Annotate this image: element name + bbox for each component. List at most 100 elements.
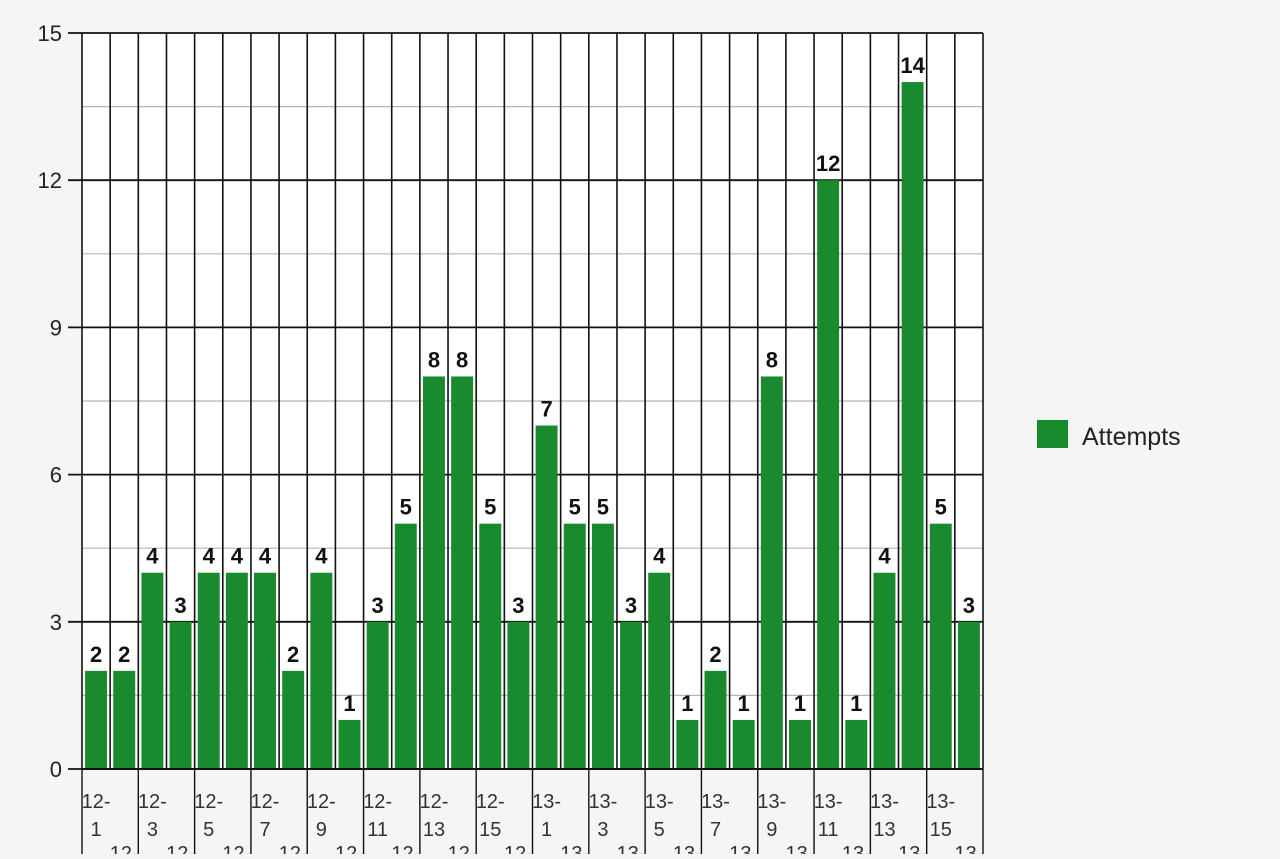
x-tick-label: 12-10 [335,843,364,854]
bar-value-label: 2 [90,642,102,667]
bar [169,621,192,769]
bar [732,719,755,769]
bar [760,376,783,769]
bar [254,572,276,769]
bar [366,621,389,769]
bar-value-label: 3 [372,593,384,618]
y-tick-label: 6 [50,463,62,488]
bar [845,719,868,769]
bar-value-label: 12 [816,151,840,176]
bar-value-label: 4 [146,544,159,569]
bar-value-label: 1 [738,691,750,716]
x-tick-label: 13-6 [673,843,702,854]
x-tick-label: 12-16 [504,843,533,854]
x-tick-label: 12-6 [222,843,251,854]
bar-value-label: 4 [315,544,328,569]
bar [225,572,248,769]
bar [451,376,474,769]
bar [563,523,586,769]
bar-value-label: 8 [766,347,778,372]
bar [310,572,333,769]
bar-value-label: 1 [681,691,693,716]
bar-value-label: 5 [935,495,947,520]
x-tick-label: 12-9 [307,791,336,841]
bar [394,523,417,769]
x-tick-label: 12-12 [391,843,420,854]
x-tick-label: 13-12 [842,843,871,854]
bar [676,719,699,769]
bar [197,572,220,769]
bar [338,719,361,769]
bar-value-label: 14 [900,53,925,78]
x-tick-label: 13-11 [814,791,843,841]
bar [141,572,164,769]
bar-value-label: 3 [625,593,637,618]
x-tick-label: 13-16 [954,843,983,854]
y-tick-label: 12 [38,168,62,193]
bar [620,621,643,769]
axes: 0369121512-112-212-312-412-512-612-712-8… [38,21,984,859]
x-tick-label: 13-14 [898,843,927,854]
bar [479,523,502,769]
bar-value-label: 2 [287,642,299,667]
bar-value-label: 3 [512,593,524,618]
bar-value-label: 2 [118,642,130,667]
x-tick-label: 13-8 [729,843,758,854]
x-tick-label: 12-7 [251,791,280,841]
bar-value-label: 5 [597,495,609,520]
bar [957,621,980,769]
bar [507,621,530,769]
bar [704,670,727,769]
bar-value-label: 4 [203,544,216,569]
x-tick-label: 13-9 [757,791,786,841]
x-tick-label: 13-7 [701,791,730,841]
y-tick-label: 3 [50,610,62,635]
x-tick-label: 12-3 [138,791,167,841]
bar-value-label: 3 [174,593,186,618]
bar [535,425,558,769]
y-tick-label: 9 [50,315,62,340]
bar-value-label: 2 [709,642,721,667]
bar [873,572,896,769]
bar-value-label: 4 [653,544,666,569]
bar [422,376,445,769]
x-tick-label: 13-2 [560,843,589,854]
bar [282,670,305,769]
bar [817,180,840,769]
bar-value-label: 4 [878,544,891,569]
bar [85,670,108,769]
legend-label: Attempts [1082,423,1181,451]
bar [648,572,671,769]
bar-value-label: 5 [569,495,581,520]
legend-swatch [1037,420,1068,448]
x-tick-label: 13-5 [645,791,674,841]
bar [113,670,136,769]
bar-value-label: 4 [259,544,272,569]
bar-value-label: 1 [343,691,355,716]
x-tick-label: 13-4 [617,843,646,854]
x-tick-label: 13-3 [588,791,617,841]
x-tick-label: 12-2 [110,843,139,854]
bar [901,82,924,770]
x-tick-label: 12-11 [363,791,392,841]
x-tick-label: 13-10 [786,843,815,854]
x-tick-label: 13-13 [870,791,899,841]
bar-value-label: 8 [456,347,468,372]
bar-value-label: 3 [963,593,975,618]
x-tick-label: 12-5 [194,791,223,841]
y-tick-label: 15 [38,21,62,46]
x-tick-label: 12-13 [420,791,449,841]
bar-value-label: 5 [484,495,496,520]
x-tick-label: 12-15 [476,791,505,841]
bar-value-label: 4 [231,544,244,569]
x-tick-label: 13-15 [926,791,955,841]
x-tick-label: 12-8 [279,843,308,854]
bar [591,523,614,769]
bar-value-label: 5 [400,495,412,520]
bar-value-label: 1 [850,691,862,716]
x-tick-label: 12-14 [448,843,477,854]
x-tick-label: 12-4 [166,843,195,854]
bar-value-label: 7 [540,397,552,422]
